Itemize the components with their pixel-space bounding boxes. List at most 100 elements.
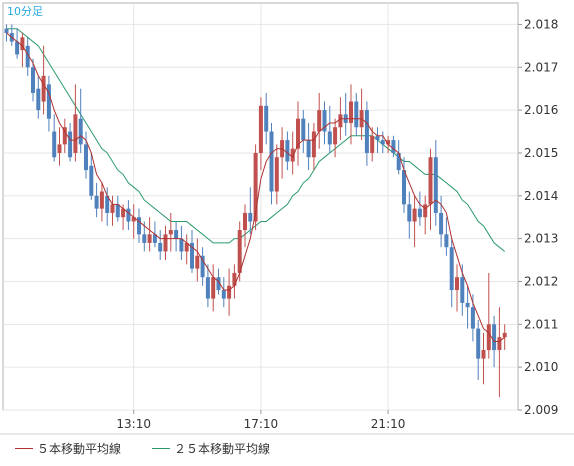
legend-ma25-label: ２５本移動平均線 bbox=[174, 441, 271, 456]
candle bbox=[25, 37, 30, 76]
candle bbox=[407, 191, 412, 239]
candle-body bbox=[68, 131, 73, 158]
candle bbox=[433, 140, 438, 226]
candle bbox=[301, 110, 306, 153]
y-tick-label: 2.016 bbox=[524, 103, 558, 117]
candle bbox=[221, 277, 226, 308]
candle bbox=[364, 101, 369, 166]
candle-body bbox=[333, 127, 338, 145]
candle bbox=[311, 122, 316, 171]
candle-body bbox=[221, 290, 226, 299]
candle bbox=[46, 75, 51, 132]
candle-body bbox=[126, 208, 131, 222]
candle-body bbox=[460, 277, 465, 303]
candle bbox=[412, 195, 417, 248]
x-tick-label: 17:10 bbox=[244, 417, 279, 431]
candle-body bbox=[402, 170, 406, 205]
candle bbox=[465, 285, 470, 329]
candle-body bbox=[375, 135, 380, 141]
candle bbox=[205, 264, 210, 308]
timeframe-label: 10分足 bbox=[7, 5, 43, 18]
candle bbox=[444, 217, 449, 256]
candle-body bbox=[36, 88, 41, 111]
candle-body bbox=[311, 131, 316, 158]
candle bbox=[502, 324, 507, 351]
candle bbox=[258, 97, 263, 171]
candle-body bbox=[147, 234, 152, 243]
candle bbox=[137, 208, 141, 243]
candle-body bbox=[465, 302, 470, 308]
candle-body bbox=[52, 131, 57, 158]
candle bbox=[115, 195, 120, 222]
candle-body bbox=[200, 255, 205, 278]
candle-body bbox=[195, 255, 200, 269]
candle bbox=[354, 92, 359, 136]
candle bbox=[174, 221, 179, 252]
candle-body bbox=[370, 135, 375, 153]
candle-body bbox=[57, 144, 62, 153]
candle bbox=[476, 320, 481, 381]
candle-body bbox=[15, 41, 20, 55]
candle bbox=[211, 264, 216, 312]
candle-body bbox=[216, 277, 221, 291]
candle bbox=[375, 127, 380, 153]
legend-ma25: ２５本移動平均線 bbox=[152, 440, 270, 456]
candle-body bbox=[327, 131, 332, 145]
candle bbox=[126, 200, 131, 231]
candle bbox=[105, 187, 110, 226]
candle bbox=[264, 92, 269, 145]
candle bbox=[110, 195, 115, 226]
candle-body bbox=[428, 157, 433, 205]
candle-body bbox=[502, 332, 507, 338]
candle bbox=[158, 230, 163, 261]
candle bbox=[481, 332, 486, 385]
candle-body bbox=[407, 204, 412, 222]
candle bbox=[349, 84, 353, 145]
y-tick-label: 2.009 bbox=[524, 403, 558, 417]
candle-body bbox=[31, 67, 35, 93]
candle-body bbox=[412, 208, 417, 222]
candle-body bbox=[253, 152, 258, 222]
candle-body bbox=[301, 118, 306, 141]
candle bbox=[333, 118, 338, 158]
candle-body bbox=[78, 118, 83, 145]
candle bbox=[62, 118, 67, 153]
candle-body bbox=[455, 277, 459, 291]
candle-body bbox=[158, 242, 163, 252]
candle bbox=[147, 217, 152, 252]
candle-body bbox=[349, 101, 353, 123]
candle bbox=[195, 238, 200, 282]
candle-body bbox=[322, 110, 327, 132]
candle-body bbox=[470, 307, 475, 329]
candle bbox=[497, 307, 502, 398]
candle-body bbox=[131, 217, 136, 222]
candle-body bbox=[269, 131, 274, 192]
candle bbox=[285, 131, 290, 171]
candle bbox=[89, 152, 94, 201]
candle-body bbox=[237, 230, 242, 273]
candle-body bbox=[264, 105, 269, 132]
candle bbox=[41, 45, 46, 115]
candle bbox=[269, 122, 274, 205]
candle bbox=[317, 92, 322, 149]
candle bbox=[306, 122, 311, 171]
candle-body bbox=[486, 324, 491, 351]
candle-body bbox=[444, 234, 449, 248]
candle bbox=[131, 204, 136, 239]
candle-body bbox=[84, 144, 88, 171]
candle-body bbox=[306, 140, 311, 158]
candle-body bbox=[290, 148, 295, 162]
y-tick-label: 2.011 bbox=[524, 317, 558, 331]
candle-body bbox=[25, 45, 30, 68]
candle-body bbox=[391, 140, 396, 153]
candle-body bbox=[115, 204, 120, 218]
legend-ma5-swatch bbox=[15, 447, 33, 449]
candle bbox=[274, 144, 279, 205]
candle bbox=[423, 195, 428, 235]
candle bbox=[253, 144, 258, 231]
candle-body bbox=[89, 165, 94, 196]
candle-body bbox=[296, 118, 300, 149]
candle-body bbox=[163, 234, 168, 252]
candle bbox=[99, 182, 104, 222]
candle-body bbox=[94, 195, 99, 209]
